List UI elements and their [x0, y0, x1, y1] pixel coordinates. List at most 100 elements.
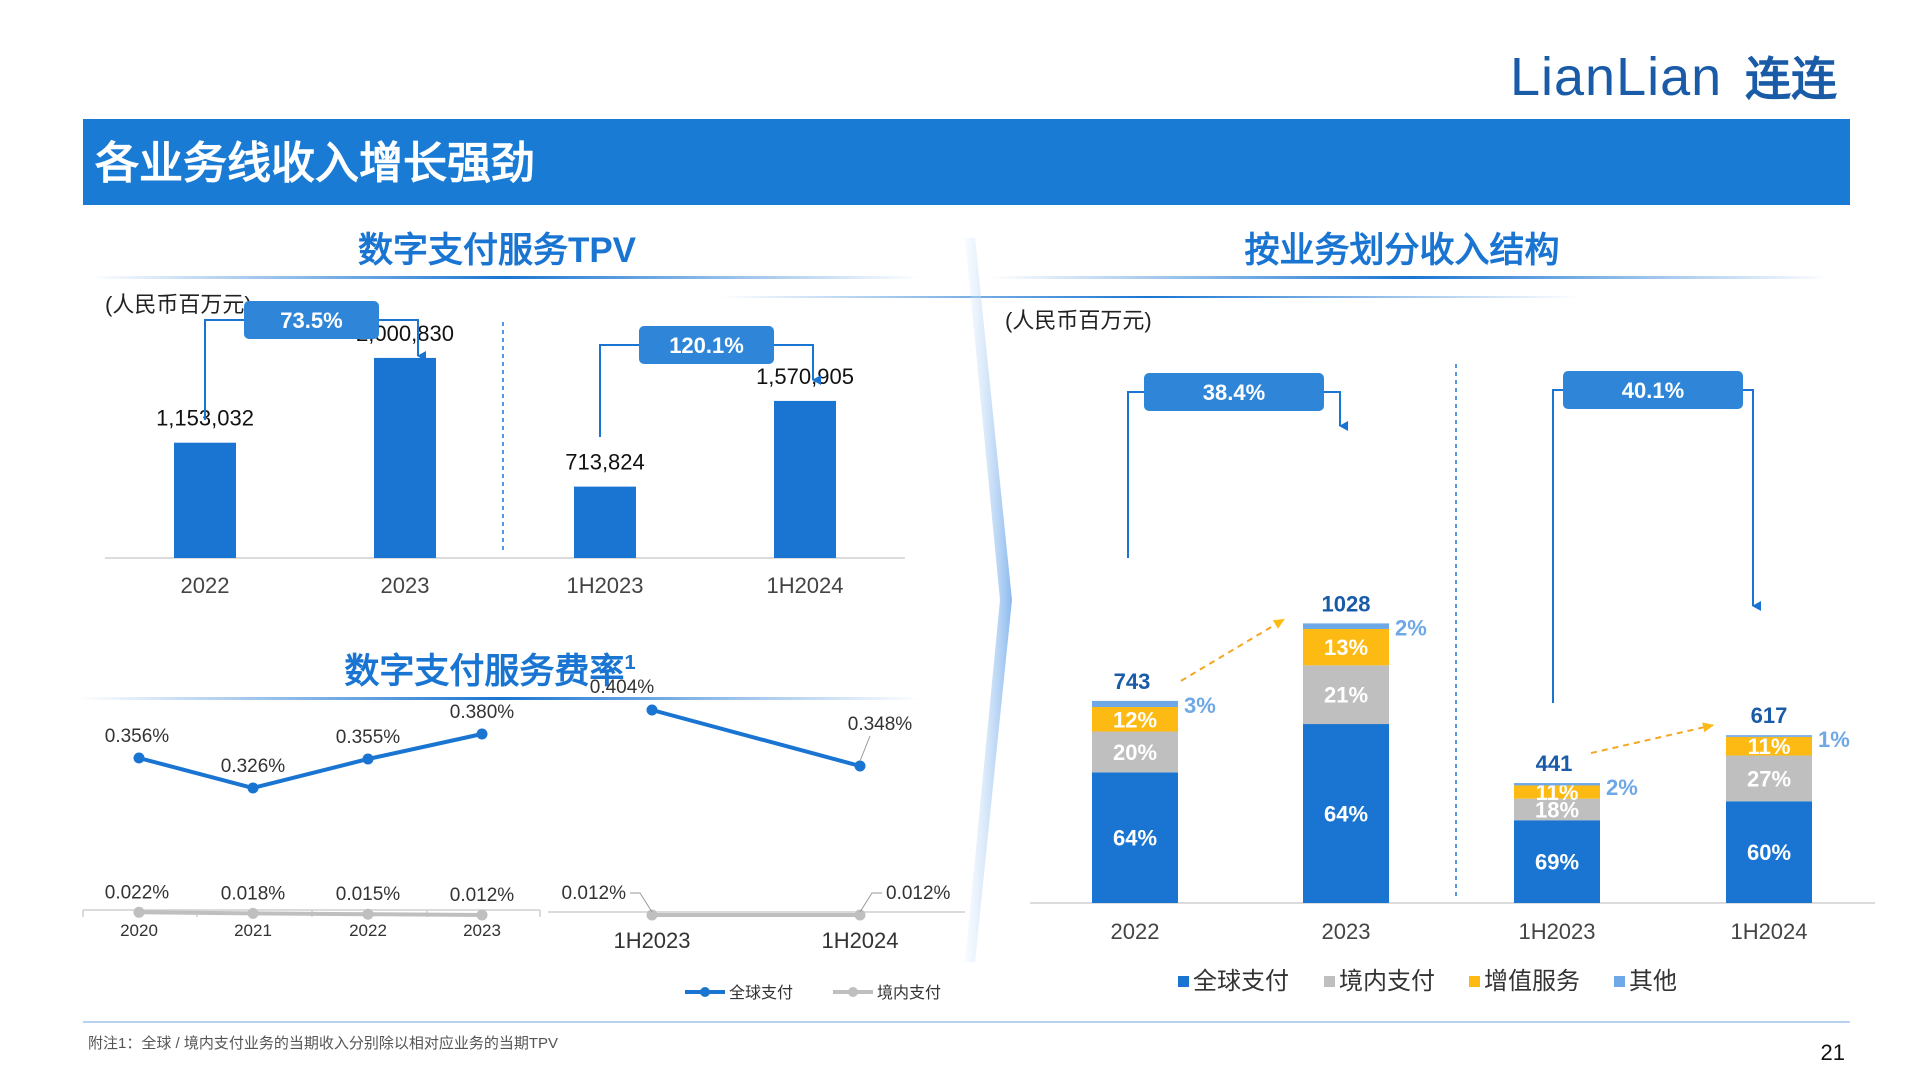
- rate-half-point: [854, 909, 866, 921]
- rev-x-tick-label: 1H2024: [1730, 919, 1807, 944]
- rev-trend-arrow: [1590, 722, 1714, 755]
- rate-annual-data-label: 0.022%: [105, 882, 170, 903]
- rev-segment-global: [1514, 820, 1600, 903]
- rev-unit: (人民币百万元): [1005, 308, 1152, 333]
- rate-annual-point: [133, 752, 145, 764]
- tpv-bar: [774, 400, 836, 558]
- rev-trend-arrow: [1180, 618, 1285, 682]
- rev-segment-label: 64%: [1324, 802, 1368, 827]
- rate-annual-line-domestic: [138, 910, 483, 917]
- rate-legend-label: 全球支付: [729, 984, 793, 1002]
- rev-segment-label: 3%: [1184, 693, 1216, 718]
- tpv-bar: [174, 442, 236, 558]
- revenue-chart: 64% 20% 12% 3% 743 2022 64% 21% 13% 2% 1028 2023 69%…: [1030, 364, 1875, 995]
- rate-title: 数字支付服务费率1: [344, 652, 635, 691]
- rev-segment-global: [1303, 724, 1389, 903]
- rev-segment-label: 2%: [1606, 775, 1638, 800]
- rev-segment-domestic: [1092, 731, 1178, 773]
- tpv-bar: [374, 357, 436, 558]
- tpv-title: 数字支付服务TPV: [358, 231, 637, 270]
- tpv-chart: 1,153,03220222,000,8302023713,8241H20231…: [105, 301, 905, 598]
- rev-title: 按业务划分收入结构: [1244, 231, 1559, 270]
- rev-total-label: 1028: [1322, 591, 1371, 616]
- tpv-growth-label: 120.1%: [669, 333, 744, 358]
- rev-legend-label: 其他: [1629, 968, 1677, 995]
- rate-legend-marker: [848, 987, 858, 997]
- rate-half-point: [646, 909, 658, 921]
- rev-growth-label: 38.4%: [1203, 380, 1265, 405]
- rev-segment-label: 11%: [1748, 734, 1791, 759]
- rev-growth-connector: [1552, 389, 1761, 703]
- rev-legend-swatch: [1324, 976, 1335, 987]
- rev-segment-domestic: [1514, 798, 1600, 821]
- page-number: 21: [1821, 1040, 1845, 1065]
- rev-segment-other: [1726, 735, 1812, 737]
- rate-half-data-label: 0.404%: [590, 677, 655, 698]
- rate-annual-line-global: [138, 732, 483, 791]
- rev-segment-other: [1514, 783, 1600, 786]
- rate-half-x-tick-label: 1H2023: [613, 928, 690, 953]
- rate-half-line-global: [651, 708, 861, 768]
- rev-x-tick-label: 2023: [1322, 919, 1371, 944]
- rate-annual-point: [476, 909, 488, 921]
- rate-annual-x-tick-label: 2021: [234, 921, 272, 940]
- rev-segment-domestic: [1726, 755, 1812, 802]
- tpv-x-tick-label: 2022: [181, 573, 230, 598]
- rev-segment-label: 20%: [1113, 740, 1157, 765]
- rate-annual-point: [476, 728, 488, 740]
- logo-text: LianLian: [1510, 47, 1722, 107]
- rate-half-data-label: 0.348%: [848, 714, 913, 735]
- rate-annual-x-tick-label: 2020: [120, 921, 158, 940]
- header-bar: [83, 119, 1850, 205]
- rev-total-label: 617: [1751, 703, 1788, 728]
- rev-segment-vas: [1303, 628, 1389, 666]
- rev-segment-global: [1726, 801, 1812, 903]
- rate-legend-label: 境内支付: [877, 983, 941, 1002]
- rate-annual-point: [133, 906, 145, 918]
- logo-cn: 连连: [1745, 53, 1837, 105]
- tpv-value-label: 713,824: [565, 450, 645, 475]
- rate-annual-data-label: 0.355%: [336, 727, 401, 748]
- rate-annual-data-label: 0.012%: [450, 885, 515, 906]
- rate-annual-x-tick-label: 2023: [463, 921, 501, 940]
- tpv-x-tick-label: 2023: [381, 573, 430, 598]
- rev-segment-vas: [1514, 785, 1600, 799]
- rev-segment-label: 69%: [1535, 850, 1579, 875]
- rev-growth-connector: [1127, 391, 1348, 558]
- rev-segment-label: 2%: [1395, 615, 1427, 640]
- rate-annual-data-label: 0.356%: [105, 726, 170, 747]
- rev-total-label: 441: [1536, 751, 1573, 776]
- rev-x-tick-label: 2022: [1111, 919, 1160, 944]
- rev-x-tick-label: 1H2023: [1518, 919, 1595, 944]
- rate-half-data-label: 0.012%: [562, 883, 627, 904]
- rev-title-underline: [990, 276, 1830, 279]
- rate-legend-marker: [700, 987, 710, 997]
- rev-growth-label: 40.1%: [1622, 378, 1684, 403]
- rate-half-leader: [859, 735, 871, 762]
- rate-chart: 2020 2021 2022 2023 1H2023 1H2024 0.356% 0.326%…: [82, 677, 965, 1002]
- rev-segment-label: 12%: [1113, 707, 1157, 732]
- tpv-growth-box: [639, 326, 774, 364]
- panel-divider-chevron: [965, 238, 1012, 962]
- rev-growth-box: [1144, 373, 1324, 411]
- rev-sub-underline: [720, 296, 1580, 298]
- rev-legend-label: 全球支付: [1193, 968, 1289, 995]
- rev-segment-other: [1303, 623, 1389, 629]
- rev-segment-label: 21%: [1324, 683, 1368, 708]
- rate-title-underline: [80, 697, 920, 700]
- rev-growth-box: [1563, 371, 1743, 409]
- tpv-x-tick-label: 1H2024: [766, 573, 843, 598]
- rev-segment-label: 27%: [1747, 766, 1791, 791]
- rev-segment-label: 13%: [1324, 635, 1368, 660]
- rate-annual-data-label: 0.018%: [221, 883, 286, 904]
- tpv-unit: (人民币百万元): [105, 292, 252, 317]
- rev-legend-label: 境内支付: [1339, 968, 1435, 995]
- rate-half-leader: [859, 892, 882, 913]
- page-title: 各业务线收入增长强劲: [95, 139, 535, 188]
- rev-segment-label: 1%: [1818, 727, 1850, 752]
- rev-segment-label: 64%: [1113, 826, 1157, 851]
- rate-annual-point: [362, 908, 374, 920]
- rev-segment-vas: [1726, 736, 1812, 756]
- rate-half-x-tick-label: 1H2024: [821, 928, 898, 953]
